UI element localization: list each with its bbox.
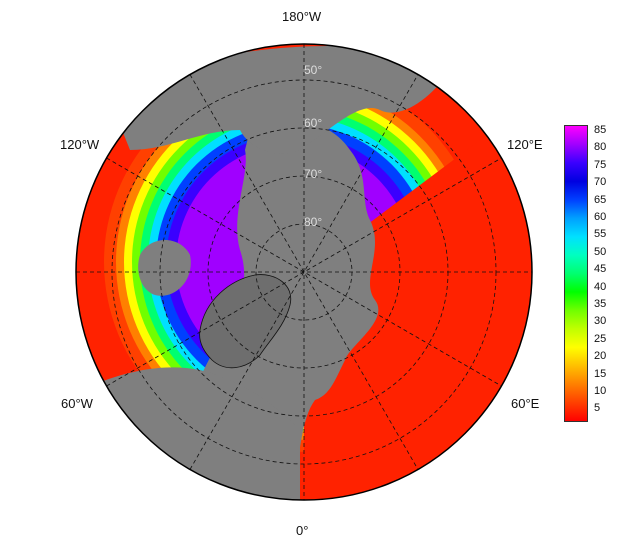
colorbar-tick-label: 70 bbox=[594, 176, 607, 189]
colorbar-tick-label: 10 bbox=[594, 385, 607, 397]
colorbar-tick-label: 85 bbox=[594, 124, 607, 136]
colorbar-tick-label: 55 bbox=[594, 228, 607, 241]
north-pacific bbox=[110, 45, 450, 154]
lon-label-60e: 60°E bbox=[511, 396, 540, 411]
graticule bbox=[76, 44, 532, 500]
greenland bbox=[199, 274, 292, 369]
hudson-bay bbox=[138, 240, 191, 296]
map-border bbox=[75, 43, 533, 501]
colorbar-tick-label: 45 bbox=[594, 263, 607, 276]
colorbar-tick-label: 25 bbox=[594, 332, 607, 345]
colorbar-tick-label: 35 bbox=[594, 298, 607, 310]
colorbar-tick-label: 40 bbox=[594, 280, 607, 293]
colorbar-tick-label: 50 bbox=[594, 245, 607, 258]
lat-label-70: 70° bbox=[304, 167, 322, 181]
lat-label-50: 50° bbox=[304, 63, 322, 77]
lon-label-120e: 120°E bbox=[507, 137, 543, 152]
colorbar-tick-label: 80 bbox=[594, 141, 607, 154]
colorbar-tick-label: 65 bbox=[594, 193, 607, 206]
colorbar-tick-label: 5 bbox=[594, 402, 601, 415]
lon-label-60w: 60°W bbox=[61, 396, 93, 411]
meridian-5 bbox=[189, 74, 419, 470]
lon-label-0: 0° bbox=[296, 523, 309, 538]
colorbar-tick-label: 20 bbox=[594, 350, 607, 363]
lat-label-80: 80° bbox=[304, 215, 322, 229]
lat-label-60: 60° bbox=[304, 116, 322, 130]
colorbar-tick-label: 75 bbox=[594, 158, 607, 171]
colorbar bbox=[564, 125, 588, 422]
lon-label-120w: 120°W bbox=[60, 137, 100, 152]
colorbar-tick-label: 15 bbox=[594, 367, 607, 380]
colorbar-tick-label: 60 bbox=[594, 211, 607, 223]
map-disc bbox=[76, 44, 532, 500]
lon-label-180w: 180°W bbox=[282, 9, 322, 24]
colorbar-tick-label: 30 bbox=[594, 315, 607, 328]
